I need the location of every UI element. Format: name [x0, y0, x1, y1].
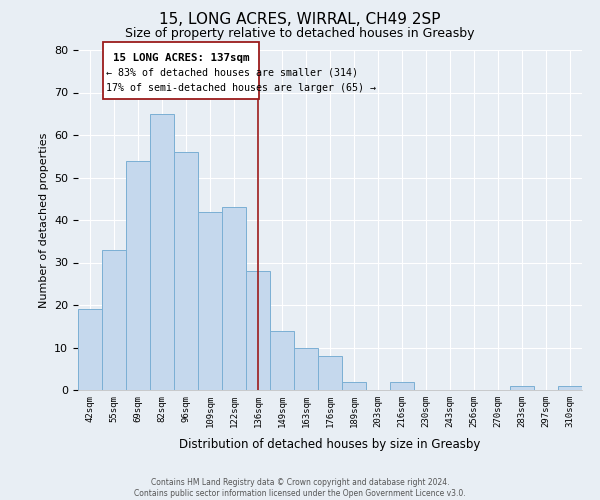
Y-axis label: Number of detached properties: Number of detached properties — [38, 132, 49, 308]
Bar — [342, 382, 366, 390]
Bar — [103, 42, 259, 99]
Bar — [102, 250, 126, 390]
Text: ← 83% of detached houses are smaller (314): ← 83% of detached houses are smaller (31… — [106, 68, 358, 78]
Bar — [126, 160, 150, 390]
Bar — [222, 207, 246, 390]
Text: Size of property relative to detached houses in Greasby: Size of property relative to detached ho… — [125, 28, 475, 40]
X-axis label: Distribution of detached houses by size in Greasby: Distribution of detached houses by size … — [179, 438, 481, 451]
Bar — [558, 386, 582, 390]
Bar — [150, 114, 174, 390]
Text: 15 LONG ACRES: 137sqm: 15 LONG ACRES: 137sqm — [113, 54, 250, 64]
Text: Contains HM Land Registry data © Crown copyright and database right 2024.
Contai: Contains HM Land Registry data © Crown c… — [134, 478, 466, 498]
Bar — [198, 212, 222, 390]
Text: 17% of semi-detached houses are larger (65) →: 17% of semi-detached houses are larger (… — [106, 83, 376, 93]
Bar — [390, 382, 414, 390]
Bar — [246, 271, 270, 390]
Bar — [318, 356, 342, 390]
Text: 15, LONG ACRES, WIRRAL, CH49 2SP: 15, LONG ACRES, WIRRAL, CH49 2SP — [159, 12, 441, 28]
Bar — [294, 348, 318, 390]
Bar — [510, 386, 534, 390]
Bar — [78, 309, 102, 390]
Bar — [270, 330, 294, 390]
Bar — [174, 152, 198, 390]
